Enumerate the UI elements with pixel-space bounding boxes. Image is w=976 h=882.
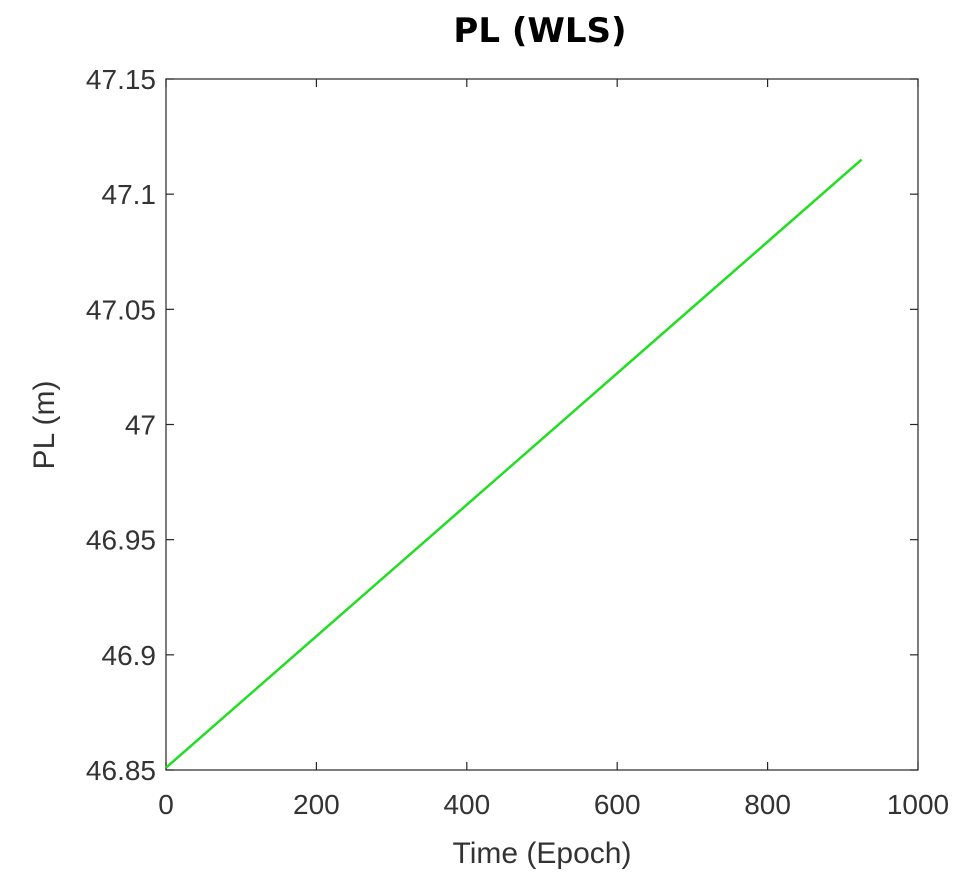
x-tick-label: 600 [594,789,641,820]
y-tick-label: 46.95 [86,525,156,556]
chart-title: PL (WLS) [453,11,626,51]
y-axis-label: PL (m) [28,381,61,470]
axis-ticks: 0 200 400 600 800 1000 46.85 46.9 46.95 47 47.05 47… [86,64,949,820]
x-tick-label: 1000 [887,789,949,820]
x-axis-label: Time (Epoch) [453,837,632,870]
y-tick-label: 46.85 [86,755,156,786]
y-tick-label: 47.15 [86,64,156,95]
y-tick-label: 47 [125,410,156,441]
y-tick-label: 46.9 [102,640,157,671]
plot-area [165,78,919,771]
y-tick-label: 47.05 [86,294,156,325]
series-line-0 [165,158,863,769]
x-tick-label: 200 [293,789,340,820]
series-group [165,158,863,769]
x-tick-label: 0 [158,789,174,820]
x-tick-label: 800 [744,789,791,820]
y-tick-label: 47.1 [102,179,157,210]
x-tick-label: 400 [443,789,490,820]
